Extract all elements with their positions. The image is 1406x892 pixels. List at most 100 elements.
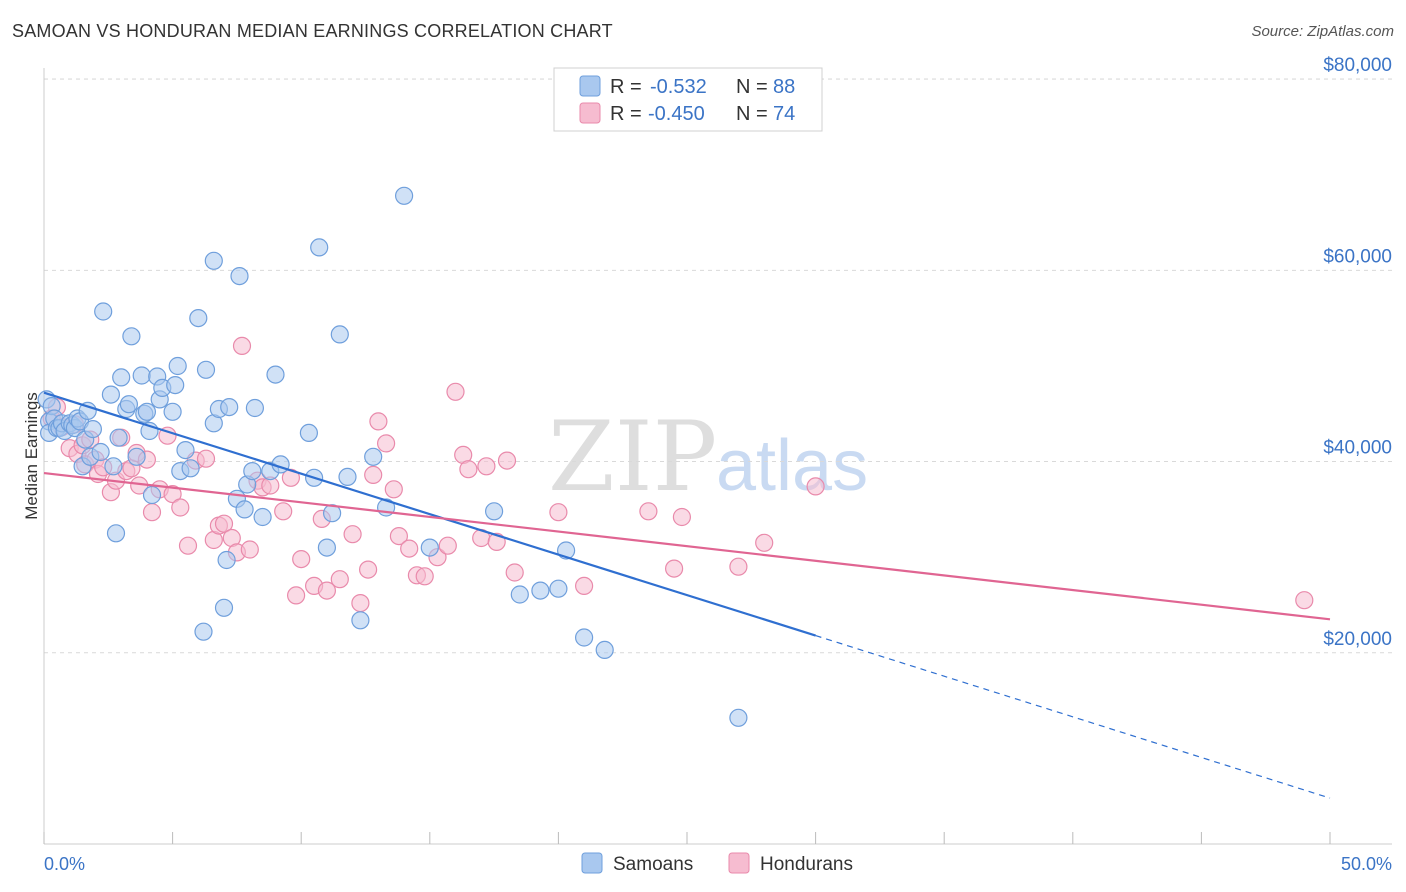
samoan-point xyxy=(574,628,594,647)
honduran-point xyxy=(377,434,396,453)
samoan-point xyxy=(119,395,138,414)
samoans-trend-line xyxy=(43,391,816,637)
samoan-point xyxy=(94,302,113,321)
samoan-point xyxy=(243,462,262,481)
honduran-point xyxy=(364,465,383,484)
samoan-point xyxy=(104,457,123,476)
samoans-trend-line-extrapolated xyxy=(815,634,1331,799)
bottom-legend-swatch-hondurans xyxy=(728,852,750,874)
samoans-points xyxy=(37,186,748,727)
honduran-point xyxy=(214,514,234,533)
legend-samoans-r-value: -0.532 xyxy=(650,76,707,98)
honduran-point xyxy=(163,485,182,504)
honduran-point xyxy=(178,536,198,555)
legend-hondurans-n-label: N = xyxy=(736,103,768,125)
samoan-point xyxy=(217,550,236,570)
honduran-point xyxy=(369,412,388,431)
honduran-point xyxy=(505,563,524,582)
samoan-point xyxy=(330,325,349,344)
samoan-point xyxy=(181,459,200,478)
bottom-legend-swatch-samoans xyxy=(581,852,603,874)
watermark-atlas: atlas xyxy=(716,426,868,506)
honduran-point xyxy=(232,336,252,355)
legend-swatch-samoans xyxy=(579,75,601,97)
samoan-point xyxy=(420,538,439,557)
samoan-point xyxy=(137,402,156,421)
samoan-point xyxy=(194,622,213,641)
honduran-point xyxy=(317,581,336,600)
honduran-point xyxy=(389,526,408,546)
axes xyxy=(43,68,1392,845)
honduran-point xyxy=(351,593,370,613)
honduran-point xyxy=(142,503,162,522)
samoan-point xyxy=(204,251,223,270)
samoan-point xyxy=(485,502,504,521)
samoan-point xyxy=(142,485,162,505)
samoan-point xyxy=(531,581,550,600)
legend-swatch-hondurans xyxy=(579,102,601,124)
samoan-point xyxy=(310,238,329,257)
honduran-point xyxy=(415,567,434,586)
legend-samoans-r-label: R = xyxy=(610,76,642,98)
honduran-point xyxy=(806,477,825,496)
samoan-point xyxy=(132,366,151,385)
samoan-point xyxy=(338,467,357,486)
bottom-legend-samoans: Samoans xyxy=(613,854,693,875)
samoan-point xyxy=(299,423,318,442)
samoan-point xyxy=(595,640,614,660)
samoan-point xyxy=(176,441,195,460)
honduran-point xyxy=(384,480,403,499)
samoan-point xyxy=(364,447,383,466)
source-credit: Source: ZipAtlas.com xyxy=(1251,23,1394,40)
x-tick-label-max: 50.0% xyxy=(1341,854,1392,874)
samoan-point xyxy=(127,447,146,466)
samoan-point xyxy=(163,402,182,421)
legend-samoans-n-label: N = xyxy=(736,76,768,98)
legend-samoans-n-value: 88 xyxy=(773,76,795,98)
samoan-point xyxy=(122,327,141,346)
honduran-point xyxy=(446,382,465,401)
honduran-point xyxy=(400,539,419,558)
honduran-point xyxy=(292,549,311,569)
bottom-legend-hondurans: Hondurans xyxy=(760,854,853,875)
honduran-point xyxy=(639,502,658,521)
honduran-point xyxy=(729,557,748,576)
gridlines xyxy=(44,78,1392,654)
honduran-point xyxy=(672,507,692,527)
honduran-point xyxy=(459,460,478,479)
samoan-point xyxy=(109,428,128,447)
honduran-point xyxy=(240,540,259,559)
samoan-point xyxy=(729,708,748,727)
x-tick-label-min: 0.0% xyxy=(44,854,85,874)
samoan-point xyxy=(101,385,121,404)
samoan-point xyxy=(168,356,187,376)
honduran-point xyxy=(274,502,293,521)
honduran-point xyxy=(343,525,362,544)
legend-top: R = -0.532 N = 88 R = -0.450 N = 74 xyxy=(553,67,823,132)
honduran-point xyxy=(497,451,517,470)
y-tick-label: $80,000 xyxy=(1323,55,1392,76)
y-tick-label: $60,000 xyxy=(1323,246,1392,267)
legend-hondurans-r-value: -0.450 xyxy=(648,103,705,125)
samoan-point xyxy=(78,401,97,420)
samoan-point xyxy=(196,360,216,379)
samoan-point xyxy=(220,398,239,417)
samoan-point xyxy=(112,368,131,387)
y-tick-label: $40,000 xyxy=(1323,438,1392,459)
honduran-point xyxy=(196,449,216,468)
honduran-point xyxy=(438,536,457,555)
samoan-point xyxy=(166,376,185,395)
samoan-point xyxy=(83,420,103,439)
samoan-point xyxy=(235,500,254,519)
x-tick-marks xyxy=(43,832,1331,844)
samoan-point xyxy=(549,579,568,598)
honduran-point xyxy=(477,457,496,476)
samoan-point xyxy=(510,585,529,604)
y-tick-labels: $20,000 $40,000 $60,000 $80,000 xyxy=(1323,55,1392,650)
samoan-point xyxy=(266,365,285,384)
honduran-point xyxy=(574,576,594,596)
honduran-point xyxy=(158,426,177,445)
honduran-point xyxy=(1295,591,1314,610)
honduran-point xyxy=(359,560,378,579)
